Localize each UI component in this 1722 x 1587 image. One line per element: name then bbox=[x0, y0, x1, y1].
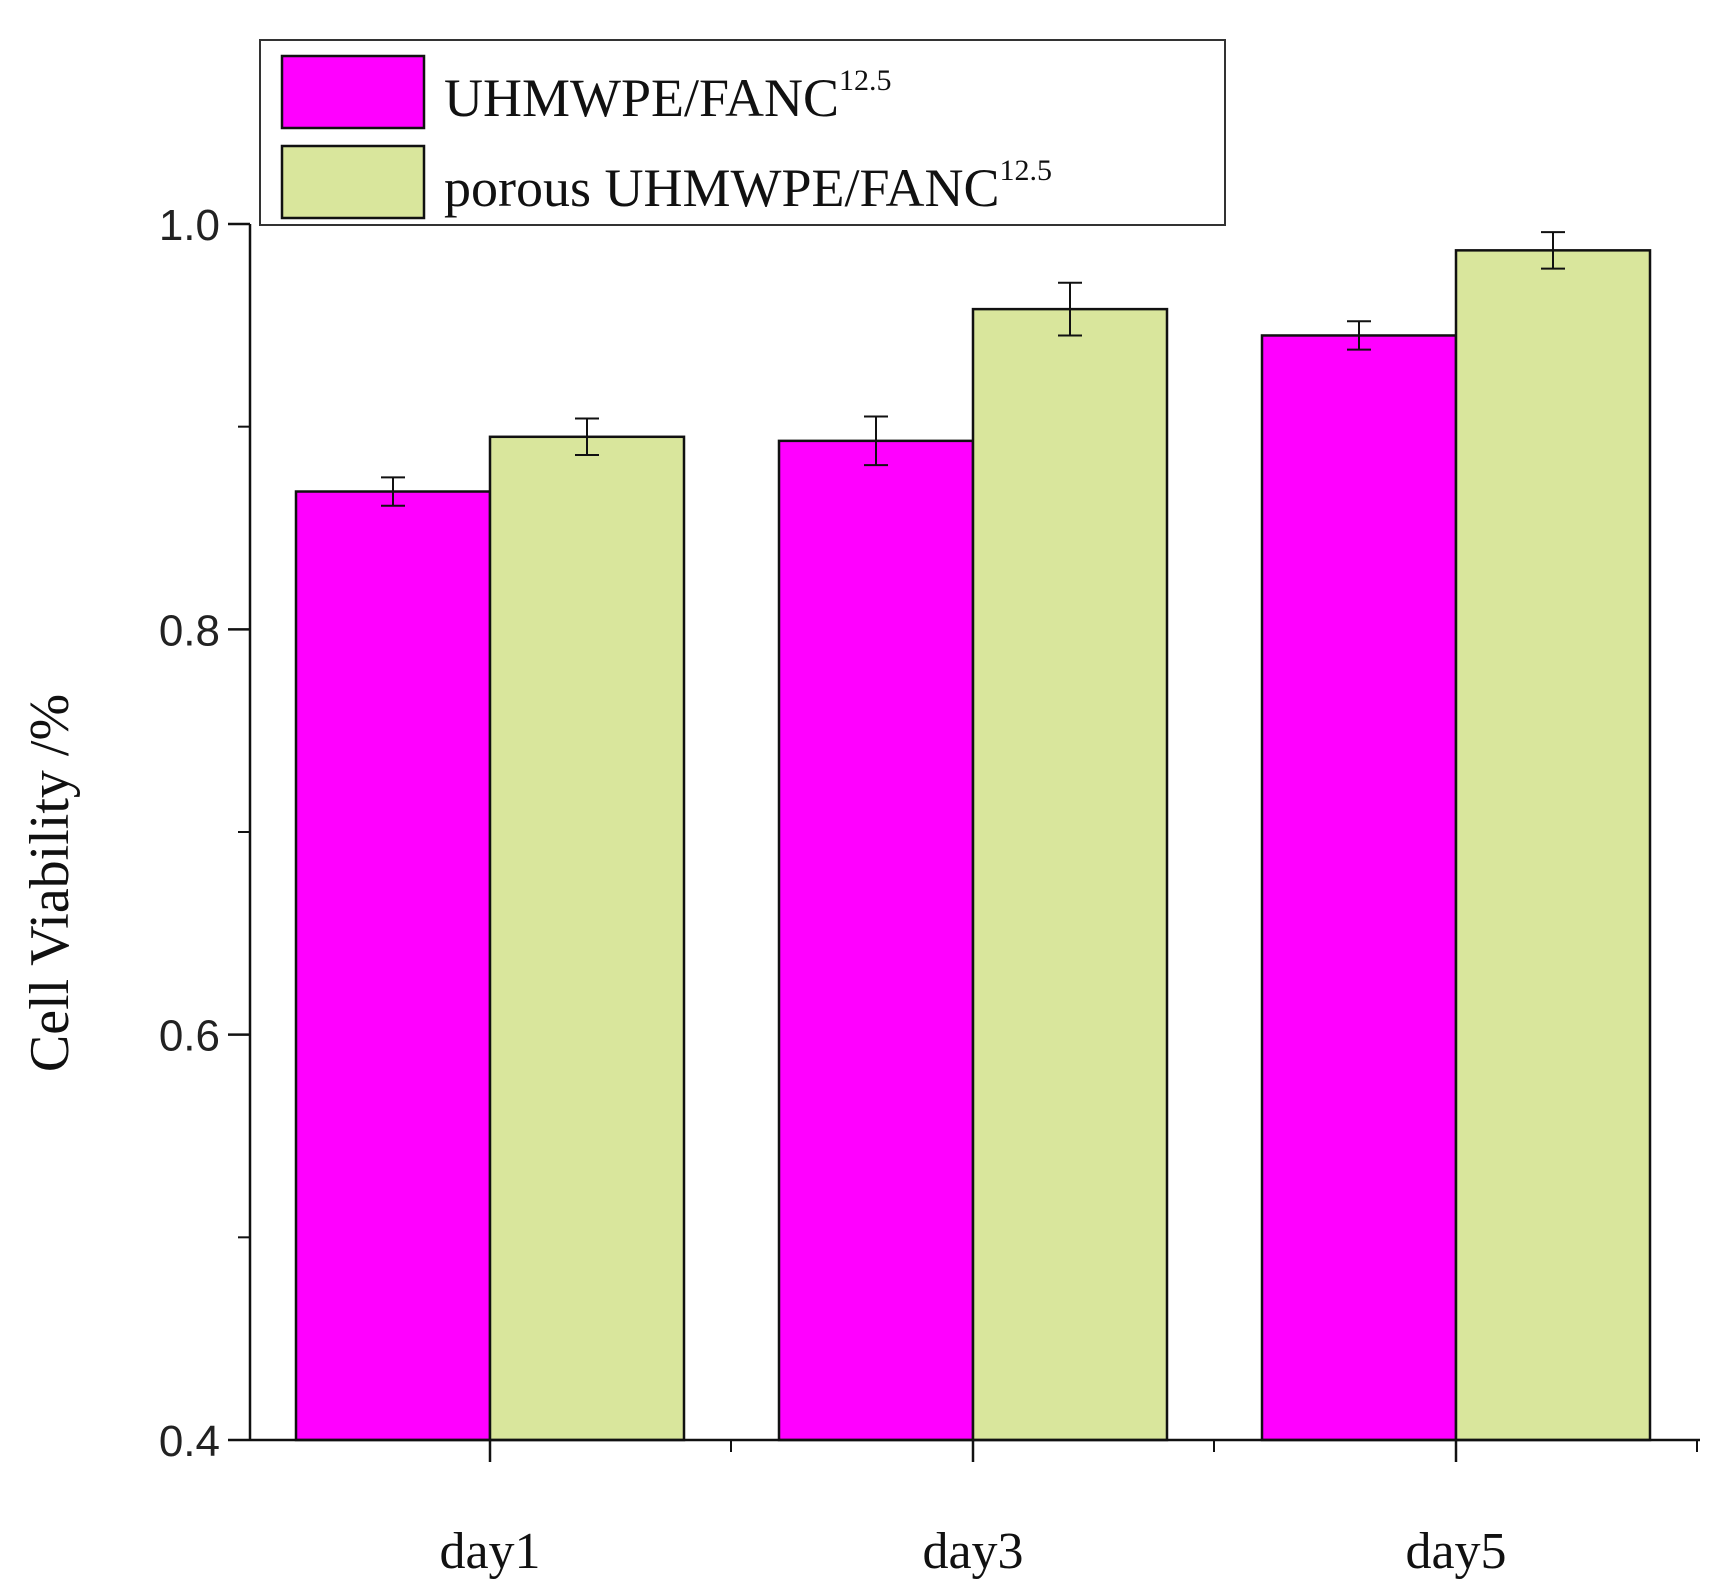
legend: UHMWPE/FANC12.5 porous UHMWPE/FANC12.5 bbox=[259, 39, 1226, 226]
bar-uhmwpe-fanc-day5 bbox=[1260, 334, 1458, 1442]
y-tick-label: 0.4 bbox=[159, 1417, 220, 1466]
legend-entry-porous-uhmwpe-fanc: porous UHMWPE/FANC12.5 bbox=[280, 144, 1052, 220]
legend-label: porous UHMWPE/FANC12.5 bbox=[444, 154, 1052, 218]
x-tick-label-day1: day1 bbox=[439, 1523, 540, 1580]
error-bar-porous-uhmwpe-fanc-day5 bbox=[1541, 231, 1565, 270]
y-tick-label: 1.0 bbox=[159, 201, 220, 250]
bar-uhmwpe-fanc-day1 bbox=[294, 490, 492, 1442]
error-bar-porous-uhmwpe-fanc-day1 bbox=[575, 417, 599, 457]
y-tick-label: 0.6 bbox=[159, 1012, 220, 1061]
legend-swatch bbox=[280, 144, 426, 220]
y-axis-title: Cell Viability /% bbox=[19, 694, 81, 1072]
legend-entry-uhmwpe-fanc: UHMWPE/FANC12.5 bbox=[280, 54, 892, 130]
axes-group: day1 day3 day5 0.4 0.6 0.8 1.0 bbox=[159, 201, 1700, 1580]
bars-group bbox=[294, 249, 1652, 1442]
error-bar-uhmwpe-fanc-day3 bbox=[864, 415, 888, 467]
bar-porous-uhmwpe-fanc-day5 bbox=[1454, 249, 1652, 1442]
legend-label: UHMWPE/FANC12.5 bbox=[444, 64, 892, 128]
x-tick-label-day5: day5 bbox=[1405, 1523, 1506, 1580]
error-bars-group bbox=[381, 231, 1565, 507]
error-bar-uhmwpe-fanc-day5 bbox=[1347, 320, 1371, 351]
y-tick-label: 0.8 bbox=[159, 606, 220, 655]
bar-porous-uhmwpe-fanc-day3 bbox=[971, 307, 1169, 1442]
bar-uhmwpe-fanc-day3 bbox=[777, 439, 975, 1442]
error-bar-uhmwpe-fanc-day1 bbox=[381, 476, 405, 507]
bar-porous-uhmwpe-fanc-day1 bbox=[488, 435, 686, 1442]
error-bar-porous-uhmwpe-fanc-day3 bbox=[1058, 281, 1082, 337]
legend-swatch bbox=[280, 54, 426, 130]
x-tick-label-day3: day3 bbox=[922, 1523, 1023, 1580]
